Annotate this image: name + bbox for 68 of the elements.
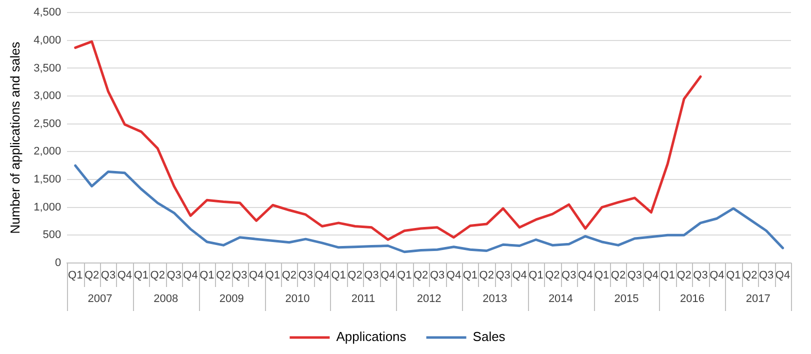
text: 2012 <box>416 293 442 306</box>
y-tick-label: 2,000 <box>34 146 62 158</box>
x-tick-label: Q4 <box>183 270 198 282</box>
text: 2017 <box>746 293 770 306</box>
x-tick-label: Q1 <box>331 270 346 282</box>
x-tick-label: Q2 <box>676 270 692 282</box>
x-tick-label: Q4 <box>710 270 724 282</box>
x-tick-label: Q4 <box>314 270 330 282</box>
x-tick-label: Q4 <box>644 270 659 282</box>
x-tick-label: Q4 <box>117 270 132 282</box>
x-tick-label: Q3 <box>496 270 510 282</box>
legend-label: Sales <box>472 329 506 344</box>
x-tick-label: Q2 <box>610 270 626 282</box>
x-tick-label: Q1 <box>265 270 280 282</box>
x-tick-label: Q2 <box>216 270 231 282</box>
x-tick-label: Q1 <box>68 270 83 282</box>
x-tick-label: Q1 <box>397 270 412 282</box>
x-tick-label: Q3 <box>693 270 708 282</box>
y-tick-label: 4,500 <box>34 6 62 19</box>
y-tick-label: 3,500 <box>34 62 62 74</box>
x-tick-label: Q3 <box>232 270 248 282</box>
x-tick-label: Q1 <box>462 270 478 282</box>
x-tick-label: Q3 <box>364 270 379 282</box>
y-tick-label: 4,000 <box>34 34 62 46</box>
x-tick-label: Q3 <box>627 270 642 282</box>
x-tick-label: Q1 <box>594 270 610 282</box>
y-tick-label: 1,000 <box>34 201 62 214</box>
text: 2009 <box>219 293 244 306</box>
x-tick-label: Q3 <box>100 270 116 282</box>
y-tick-label: 2,500 <box>34 118 62 130</box>
x-tick-label: Q3 <box>298 270 314 282</box>
x-tick-label: Q4 <box>512 270 527 282</box>
x-tick-label: Q2 <box>282 270 297 282</box>
x-tick-label: Q3 <box>562 270 576 282</box>
x-tick-label: Q2 <box>545 270 560 282</box>
x-tick-label: Q3 <box>430 270 445 282</box>
x-tick-label: Q2 <box>84 270 100 282</box>
x-tick-label: Q1 <box>528 270 544 282</box>
x-tick-label: Q1 <box>660 270 675 282</box>
x-tick-label: Q2 <box>150 270 165 282</box>
text: 2011 <box>351 293 376 306</box>
y-axis-title: Number of applications and sales <box>7 41 22 234</box>
x-tick-label: Q4 <box>380 270 396 282</box>
x-tick-label: Q3 <box>758 270 774 282</box>
x-tick-label: Q2 <box>479 270 494 282</box>
text: 2010 <box>285 293 310 306</box>
text: 2016 <box>680 293 705 306</box>
text: 2007 <box>88 293 112 306</box>
y-tick-label: 0 <box>55 257 62 270</box>
x-tick-label: Q1 <box>200 270 214 282</box>
x-tick-label: Q3 <box>166 270 182 282</box>
x-tick-label: Q1 <box>134 270 149 282</box>
x-tick-label: Q4 <box>446 270 462 282</box>
text: 2008 <box>154 293 178 306</box>
x-tick-label: Q2 <box>348 270 362 282</box>
x-tick-label: Q2 <box>742 270 758 282</box>
x-tick-label: Q2 <box>413 270 428 282</box>
text: 2013 <box>482 293 508 306</box>
x-tick-label: Q1 <box>726 270 741 282</box>
legend-label: Applications <box>336 329 407 344</box>
x-tick-label: Q4 <box>775 270 790 282</box>
x-tick-label: Q4 <box>248 270 264 282</box>
x-tick-label: Q4 <box>578 270 593 282</box>
y-tick-label: 500 <box>42 229 62 242</box>
y-tick-label: 3,000 <box>34 90 62 102</box>
text: 2014 <box>548 293 573 306</box>
y-tick-label: 1,500 <box>34 174 62 186</box>
text: 2015 <box>614 293 639 306</box>
